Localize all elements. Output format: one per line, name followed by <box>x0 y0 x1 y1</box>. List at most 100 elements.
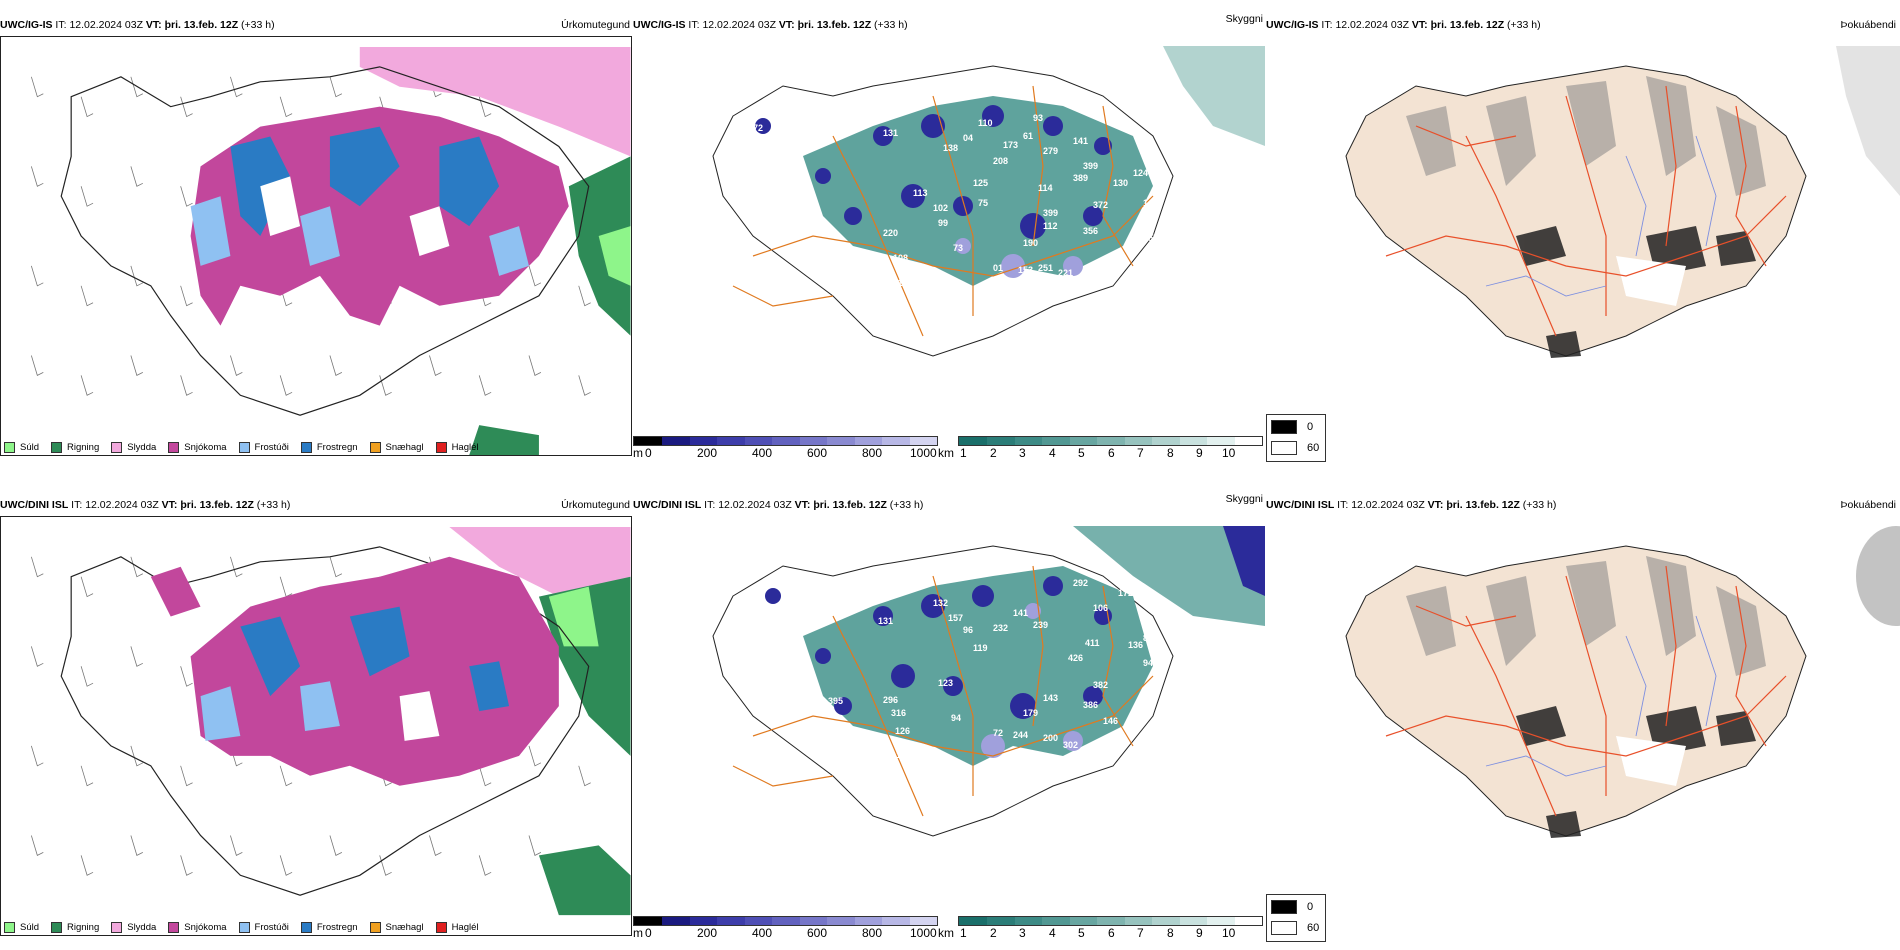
map-value: 141 <box>1073 136 1088 146</box>
map-value: 04 <box>1143 688 1153 698</box>
legend-label: Snjókoma <box>184 441 227 453</box>
map-value: 399 <box>1083 161 1098 171</box>
legend-label: Súld <box>20 441 40 453</box>
map-value: 04 <box>963 133 973 143</box>
map-value: 279 <box>1043 146 1058 156</box>
vt-label: VT: <box>161 499 178 511</box>
panel-header: UWC/DINI ISL IT: 12.02.2024 03Z VT: þri.… <box>0 494 632 516</box>
legend-item-snaehagl: Snæhagl <box>369 441 424 453</box>
fog-key-value: 60 <box>1307 442 1320 454</box>
precip-legend: Súld Rigning Slydda Snjókoma Frostúði Fr… <box>4 918 479 936</box>
map-value: 157 <box>948 613 963 623</box>
ceiling-tick: 400 <box>752 446 773 460</box>
ceiling-tick: 800 <box>862 446 883 460</box>
map-value: 356 <box>1138 733 1153 743</box>
map-value: 62 <box>833 278 843 288</box>
map-value: 01 <box>1133 708 1143 718</box>
ceiling-colorbar-strip <box>633 916 938 926</box>
visibility-tick: 8 <box>1167 926 1174 940</box>
ceiling-colorbar-strip <box>633 436 938 446</box>
map-value: 220 <box>883 228 898 238</box>
visibility-tick: 3 <box>1019 926 1026 940</box>
legend-item-slydda: Slydda <box>111 921 156 933</box>
product-name: Úrkomutegund <box>561 499 630 511</box>
it-label: IT: <box>71 499 83 511</box>
map-value: 173 <box>1003 140 1018 150</box>
map-value: 93 <box>1033 113 1043 123</box>
map-value: 126 <box>895 726 910 736</box>
legend-label: Frostúði <box>254 921 289 933</box>
fog-map <box>1266 516 1900 916</box>
map-value: 172 <box>1118 588 1133 598</box>
it-label: IT: <box>1321 19 1333 31</box>
vt-value: þri. 13.feb. 12Z <box>1430 19 1505 31</box>
fog-key-swatch <box>1271 441 1297 455</box>
vt-label: VT: <box>794 499 811 511</box>
it-value: 12.02.2024 03Z <box>1351 499 1425 511</box>
visibility-tick: 4 <box>1049 446 1056 460</box>
map-value: 356 <box>1083 226 1098 236</box>
map-value: 141 <box>1013 608 1028 618</box>
map-value: 123 <box>938 678 953 688</box>
panel-header: UWC/DINI ISL IT: 12.02.2024 03Z VT: þri.… <box>1266 494 1900 516</box>
panel-header: UWC/IG-IS IT: 12.02.2024 03Z VT: þri. 13… <box>633 13 1265 36</box>
legend-item-sudl: Súld <box>4 441 40 453</box>
it-label: IT: <box>688 19 700 31</box>
legend-label: Snæhagl <box>385 441 424 453</box>
map-value: 395 <box>828 696 843 706</box>
map-value: 131 <box>1138 218 1153 228</box>
panel-header: UWC/IG-IS IT: 12.02.2024 03Z VT: þri. 13… <box>1266 14 1900 36</box>
legend-swatch <box>369 921 381 933</box>
map-value: 232 <box>993 623 1008 633</box>
map-value: 132 <box>933 598 948 608</box>
legend-item-frostudi: Frostúði <box>238 441 289 453</box>
legend-label: Frostregn <box>316 441 358 453</box>
vt-value: þri. 13.feb. 12Z <box>813 499 887 511</box>
map-value: 114 <box>1038 183 1053 193</box>
model-name: UWC/IG-IS <box>1266 19 1319 31</box>
legend-item-snaehagl: Snæhagl <box>369 921 424 933</box>
product-name: Skyggni <box>1225 493 1263 505</box>
legend-item-frostregn: Frostregn <box>300 921 358 933</box>
map-value: 102 <box>933 203 948 213</box>
visibility-tick: 7 <box>1137 446 1144 460</box>
map-value: 94 <box>1143 658 1153 668</box>
map-value: 112 <box>1043 221 1058 231</box>
legend-swatch <box>4 441 15 453</box>
map-value: 399 <box>1043 208 1058 218</box>
map-value: 157 <box>1143 233 1158 243</box>
map-value: 125 <box>973 178 988 188</box>
map-value: 411 <box>1085 638 1100 648</box>
map-value: 251 <box>1038 263 1053 273</box>
cloud-map: 95 131 123 94 296 316 126 58 187 119 395… <box>633 516 1265 916</box>
map-value: 96 <box>963 625 973 635</box>
lead-time: (+33 h) <box>1507 19 1541 31</box>
legend-item-sudl: Súld <box>4 921 39 933</box>
map-value: 124 <box>1133 168 1148 178</box>
legend-swatch <box>435 441 447 453</box>
visibility-tick: 7 <box>1137 926 1144 940</box>
legend-label: Snjókoma <box>184 921 227 933</box>
legend-label: Rigning <box>67 921 100 933</box>
legend-item-snjokoma: Snjókoma <box>168 921 227 933</box>
map-value: 117 <box>893 278 908 288</box>
map-value: 389 <box>1073 173 1088 183</box>
legend-swatch <box>168 441 180 453</box>
precip-panel-top: UWC/IG-IS IT: 12.02.2024 03Z VT: þri. 13… <box>0 14 632 462</box>
it-label: IT: <box>1337 499 1349 511</box>
map-value: 386 <box>1083 700 1098 710</box>
map-value: 372 <box>1093 200 1108 210</box>
visibility-unit: km <box>938 926 954 940</box>
vt-label: VT: <box>1427 499 1444 511</box>
map-value: 99 <box>938 218 948 228</box>
legend-item-frostregn: Frostregn <box>300 441 358 453</box>
map-value: 302 <box>1063 740 1078 750</box>
map-value: 179 <box>1023 708 1038 718</box>
legend-item-frostudi: Frostúði <box>238 921 289 933</box>
map-value: 153 <box>1018 265 1033 275</box>
legend-swatch <box>111 921 123 933</box>
visibility-tick: 1 <box>960 926 967 940</box>
lead-time: (+33 h) <box>256 499 291 511</box>
fog-key-swatch <box>1271 921 1297 935</box>
visibility-tick: 4 <box>1049 926 1056 940</box>
